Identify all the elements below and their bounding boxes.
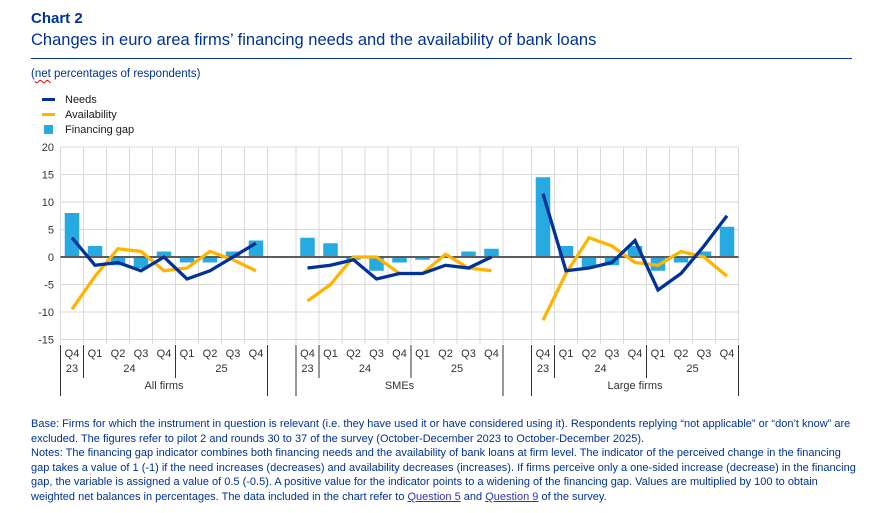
- legend: Needs Availability Financing gap: [42, 92, 134, 137]
- footnote-base: Base: Firms for which the instrument in …: [31, 417, 859, 446]
- question-5-link[interactable]: Question 5: [407, 490, 461, 503]
- svg-text:Q1: Q1: [559, 348, 574, 360]
- needs-line-2: [307, 255, 493, 281]
- units-rest: percentages of respondents): [50, 68, 201, 80]
- svg-text:24: 24: [594, 363, 606, 375]
- title-divider: [31, 58, 852, 59]
- svg-text:Q4: Q4: [628, 348, 643, 360]
- footnotes: Base: Firms for which the instrument in …: [31, 417, 859, 505]
- svg-text:Q4: Q4: [157, 348, 172, 360]
- svg-text:24: 24: [359, 363, 371, 375]
- svg-text:Q3: Q3: [461, 348, 476, 360]
- x-axis-panel-3: Q4 Q1 Q2 Q3 Q4 Q1 Q2 Q3 Q4 23 24 25 Large firms: [531, 345, 739, 396]
- svg-text:-5: -5: [44, 280, 54, 292]
- financing-gap-bars-1: [64, 213, 264, 268]
- svg-text:Q1: Q1: [323, 348, 338, 360]
- svg-text:Q1: Q1: [651, 348, 666, 360]
- footnote-tail: of the survey.: [541, 490, 607, 503]
- svg-text:-15: -15: [38, 335, 54, 347]
- chart-plot: 20 15 10 5 0 -5 -10 -15 Q4 Q1 Q2 Q3 Q4 Q1 Q2 Q3 Q4 23 24 25…: [38, 142, 739, 396]
- needs-line-swatch-icon: [42, 98, 55, 101]
- svg-text:Q4: Q4: [392, 348, 407, 360]
- svg-text:-10: -10: [38, 307, 54, 319]
- svg-text:Q4: Q4: [484, 348, 499, 360]
- svg-text:Q3: Q3: [226, 348, 241, 360]
- svg-text:Q3: Q3: [369, 348, 384, 360]
- footnote-notes: Notes: The financing gap indicator combi…: [31, 446, 859, 504]
- question-9-link[interactable]: Question 9: [485, 490, 539, 503]
- svg-text:Q2: Q2: [111, 348, 126, 360]
- panel-label-3: Large firms: [607, 380, 663, 392]
- page-title: Changes in euro area firms’ financing ne…: [31, 31, 597, 49]
- y-gridlines: [60, 146, 739, 340]
- x-gridlines: [60, 147, 739, 344]
- footnote-notes-text: Notes: The financing gap indicator combi…: [31, 447, 856, 503]
- svg-text:Q3: Q3: [134, 348, 149, 360]
- svg-text:20: 20: [42, 142, 54, 154]
- svg-text:Q1: Q1: [88, 348, 103, 360]
- svg-text:0: 0: [48, 252, 54, 264]
- availability-line-1: [70, 247, 257, 311]
- svg-text:10: 10: [42, 197, 54, 209]
- availability-line-swatch-icon: [42, 113, 55, 116]
- svg-text:Q2: Q2: [438, 348, 453, 360]
- financing-gap-swatch-icon: [44, 125, 53, 134]
- footnote-and: and: [463, 490, 483, 503]
- units-word-net: net: [34, 68, 51, 80]
- panel-label-1: All firms: [144, 380, 184, 392]
- svg-text:25: 25: [686, 363, 698, 375]
- svg-text:24: 24: [123, 363, 135, 375]
- svg-text:23: 23: [537, 363, 549, 375]
- svg-text:Q1: Q1: [180, 348, 195, 360]
- svg-text:Q1: Q1: [415, 348, 430, 360]
- y-axis-labels: 20 15 10 5 0 -5 -10 -15: [38, 142, 54, 347]
- units-note: (net percentages of respondents): [31, 68, 200, 80]
- needs-line-3: [541, 193, 729, 293]
- svg-text:Q2: Q2: [346, 348, 361, 360]
- legend-label-availability: Availability: [65, 108, 117, 121]
- svg-text:Q4: Q4: [249, 348, 264, 360]
- svg-text:25: 25: [215, 363, 227, 375]
- legend-item-needs: Needs: [42, 92, 134, 107]
- units-paren: (: [31, 68, 35, 80]
- svg-text:Q2: Q2: [674, 348, 689, 360]
- svg-text:Q4: Q4: [300, 348, 315, 360]
- legend-item-availability: Availability: [42, 107, 134, 122]
- legend-label-needs: Needs: [65, 93, 97, 106]
- financing-gap-bars-3: [535, 177, 735, 271]
- x-axis-panel-1: Q4 Q1 Q2 Q3 Q4 Q1 Q2 Q3 Q4 23 24 25 All firms: [60, 345, 268, 396]
- svg-text:Q4: Q4: [720, 348, 735, 360]
- svg-text:Q3: Q3: [697, 348, 712, 360]
- svg-text:5: 5: [48, 225, 54, 237]
- svg-text:15: 15: [42, 170, 54, 182]
- svg-text:Q4: Q4: [536, 348, 551, 360]
- svg-text:25: 25: [451, 363, 463, 375]
- footnote-base-text: Base: Firms for which the instrument in …: [31, 418, 851, 445]
- svg-text:23: 23: [301, 363, 313, 375]
- svg-text:Q3: Q3: [605, 348, 620, 360]
- needs-line-1: [70, 236, 257, 281]
- svg-text:Q2: Q2: [582, 348, 597, 360]
- svg-text:Q2: Q2: [203, 348, 218, 360]
- x-axis-panel-2: Q4 Q1 Q2 Q3 Q4 Q1 Q2 Q3 Q4 23 24 25 SMEs: [295, 345, 504, 396]
- svg-text:Q4: Q4: [65, 348, 80, 360]
- legend-label-financing-gap: Financing gap: [65, 123, 135, 136]
- chart-number-label: Chart 2: [31, 10, 83, 27]
- legend-item-financing-gap: Financing gap: [42, 122, 134, 137]
- svg-text:23: 23: [66, 363, 78, 375]
- panel-label-2: SMEs: [385, 380, 415, 392]
